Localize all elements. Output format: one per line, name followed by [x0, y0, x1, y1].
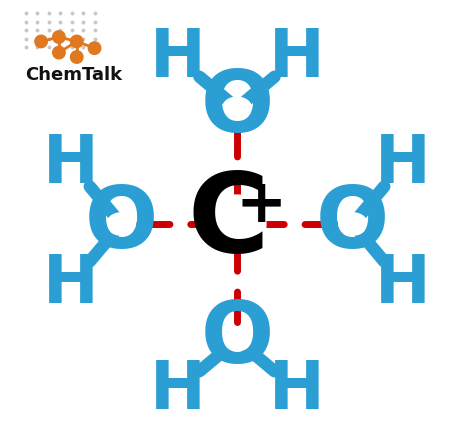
Text: H: H [149, 357, 205, 423]
Text: H: H [375, 251, 431, 317]
Circle shape [88, 42, 101, 54]
Text: H: H [43, 251, 99, 317]
Ellipse shape [107, 213, 136, 235]
Text: H: H [43, 131, 99, 197]
Text: H: H [375, 131, 431, 197]
Text: O: O [201, 298, 273, 381]
Text: O: O [316, 182, 389, 266]
Text: C: C [187, 168, 269, 275]
Text: H: H [149, 25, 205, 91]
Circle shape [35, 35, 47, 47]
Circle shape [208, 195, 266, 253]
Ellipse shape [222, 97, 252, 119]
Text: O: O [201, 67, 273, 150]
Circle shape [53, 46, 65, 59]
Ellipse shape [222, 329, 252, 351]
Text: O: O [85, 182, 158, 266]
Circle shape [71, 35, 83, 47]
Ellipse shape [338, 213, 367, 235]
Text: H: H [269, 357, 325, 423]
Circle shape [71, 51, 83, 63]
Text: ChemTalk: ChemTalk [26, 66, 123, 84]
Circle shape [53, 31, 65, 43]
Text: +: + [236, 176, 287, 235]
Text: H: H [269, 25, 325, 91]
